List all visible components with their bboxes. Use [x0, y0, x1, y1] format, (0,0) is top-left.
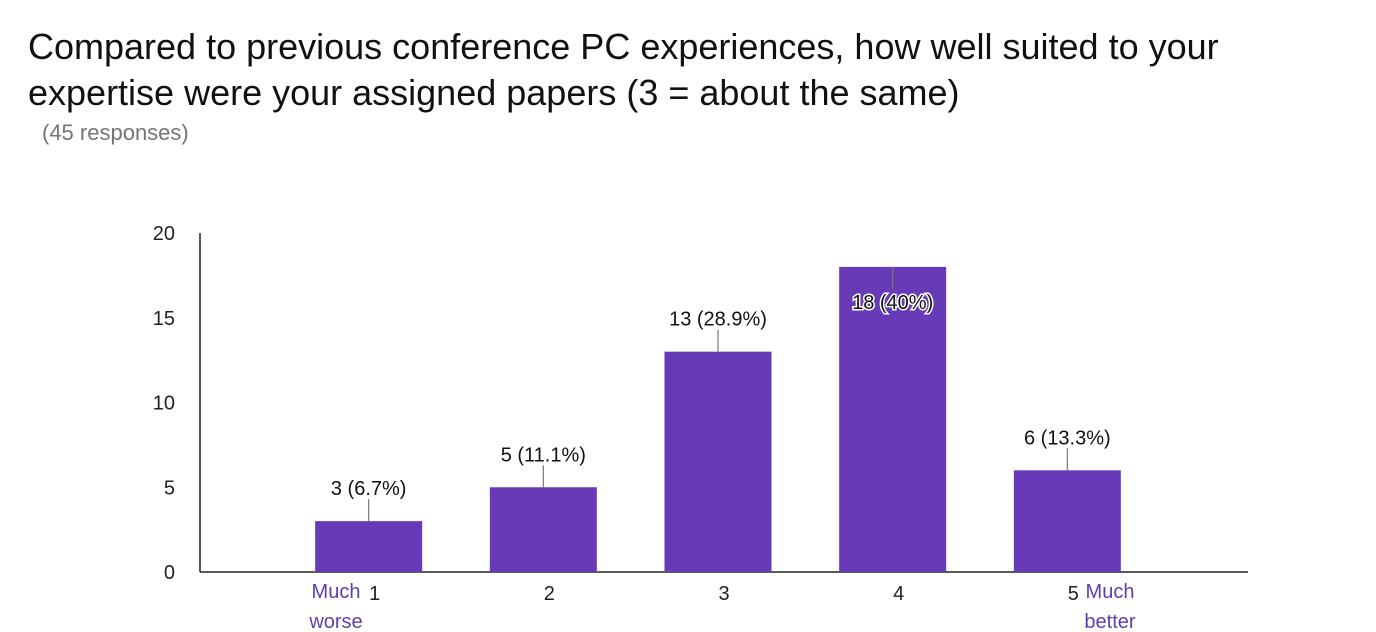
y-tick-label: 10: [153, 393, 175, 415]
data-label: 18 (40%): [852, 292, 933, 314]
response-count: (45 responses): [42, 120, 189, 145]
annotation-much: Much: [312, 581, 361, 603]
bar: [1013, 470, 1121, 572]
bar: [315, 521, 423, 572]
data-label: 13 (28.9%): [669, 309, 767, 331]
x-tick-label: 4: [893, 583, 904, 605]
chart-title: Compared to previous conference PC exper…: [28, 26, 1219, 113]
annotation-much: Much: [1086, 581, 1135, 603]
y-tick-label: 5: [164, 477, 175, 499]
x-tick-label: 2: [544, 583, 555, 605]
data-label: 6 (13.3%): [1024, 427, 1111, 449]
annotation-worse: worse: [308, 611, 362, 632]
x-tick-label: 3: [718, 583, 729, 605]
data-label: 3 (6.7%): [331, 478, 407, 500]
x-tick-label: 1: [369, 583, 380, 605]
y-tick-label: 0: [164, 562, 175, 584]
x-tick-label: 5: [1068, 583, 1079, 605]
y-tick-label: 15: [153, 308, 175, 330]
data-label: 5 (11.1%): [501, 444, 586, 466]
bar: [839, 266, 947, 572]
annotation-better: better: [1084, 611, 1135, 632]
y-tick-label: 20: [153, 223, 175, 245]
bar: [489, 487, 597, 572]
bar: [664, 351, 772, 572]
